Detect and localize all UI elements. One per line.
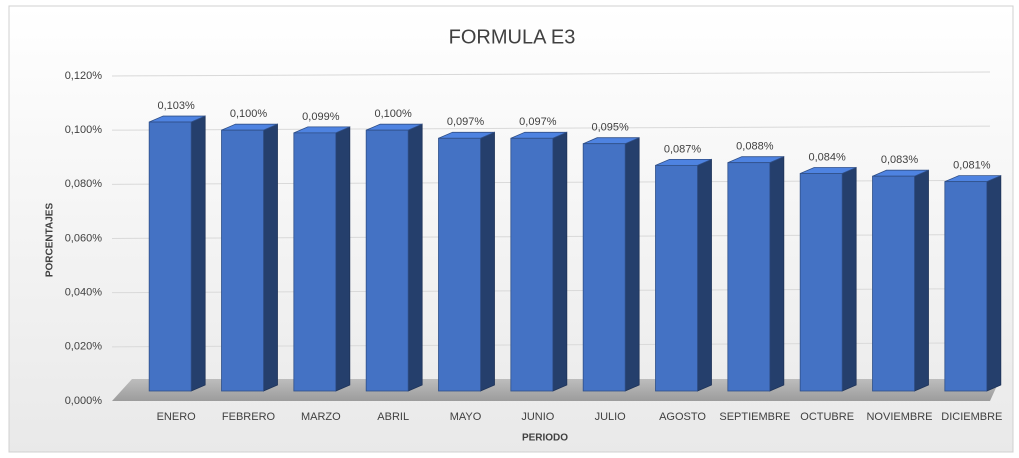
x-tick-label: NOVIEMBRE xyxy=(866,411,932,423)
x-tick-label: SEPTIEMBRE xyxy=(719,411,790,423)
bar xyxy=(727,162,771,392)
bar-side xyxy=(624,137,640,392)
y-axis-title: PORCENTAJES xyxy=(45,203,56,278)
y-tick-label: 0,020% xyxy=(65,341,103,353)
x-tick-label: ABRIL xyxy=(377,411,409,423)
value-label: 0,095% xyxy=(592,122,630,134)
bar xyxy=(221,129,264,392)
x-tick-label: ENERO xyxy=(157,411,197,423)
value-label: 0,083% xyxy=(881,154,919,166)
value-label: 0,084% xyxy=(809,151,847,163)
bar xyxy=(365,129,409,392)
bar xyxy=(510,137,554,392)
bar-side xyxy=(769,156,785,392)
plot-area: 0,000% 0,020% 0,040% 0,060% 0,080% 0,100% 0,12… xyxy=(65,70,1003,423)
bar xyxy=(438,137,481,392)
bar xyxy=(944,181,988,392)
x-tick-label: JULIO xyxy=(595,411,627,423)
bar xyxy=(582,143,626,392)
bar-side xyxy=(263,123,278,392)
y-tick-label: 0,080% xyxy=(65,178,103,190)
value-label: 0,103% xyxy=(158,100,196,112)
grid-line xyxy=(111,71,991,77)
value-label: 0,100% xyxy=(230,108,268,120)
y-tick-label: 0,000% xyxy=(65,395,103,407)
value-label: 0,087% xyxy=(664,143,702,155)
x-tick-label: MAYO xyxy=(450,411,482,423)
value-label: 0,088% xyxy=(736,141,774,153)
x-tick-label: DICIEMBRE xyxy=(941,411,1002,423)
bar-side xyxy=(697,158,712,392)
bar-side xyxy=(552,131,568,392)
bar-side xyxy=(914,169,929,392)
bar-side xyxy=(407,123,423,392)
x-tick-label: FEBRERO xyxy=(222,411,276,423)
y-tick-label: 0,120% xyxy=(65,70,103,82)
y-tick-label: 0,100% xyxy=(65,124,103,136)
x-axis-title: PERIODO xyxy=(522,433,568,444)
value-label: 0,100% xyxy=(375,108,413,120)
value-label: 0,081% xyxy=(953,160,991,172)
bar xyxy=(148,121,192,392)
bar-side xyxy=(335,126,351,392)
value-label: 0,099% xyxy=(302,111,340,123)
bar xyxy=(655,164,698,392)
x-tick-label: AGOSTO xyxy=(659,411,706,423)
bar-side xyxy=(841,166,857,392)
bar-side xyxy=(190,115,206,392)
y-tick-label: 0,040% xyxy=(65,287,103,299)
x-tick-label: MARZO xyxy=(301,411,341,423)
x-tick-label: JUNIO xyxy=(521,411,554,423)
bar xyxy=(293,132,337,392)
chart-title: FORMULA E3 xyxy=(449,26,576,48)
bar xyxy=(872,175,915,392)
x-tick-label: OCTUBRE xyxy=(800,411,854,423)
bar xyxy=(799,173,843,392)
value-label: 0,097% xyxy=(519,116,557,128)
bar-side xyxy=(480,131,495,392)
bar-side xyxy=(986,175,1002,392)
y-tick-label: 0,060% xyxy=(65,232,103,244)
value-label: 0,097% xyxy=(447,116,485,128)
